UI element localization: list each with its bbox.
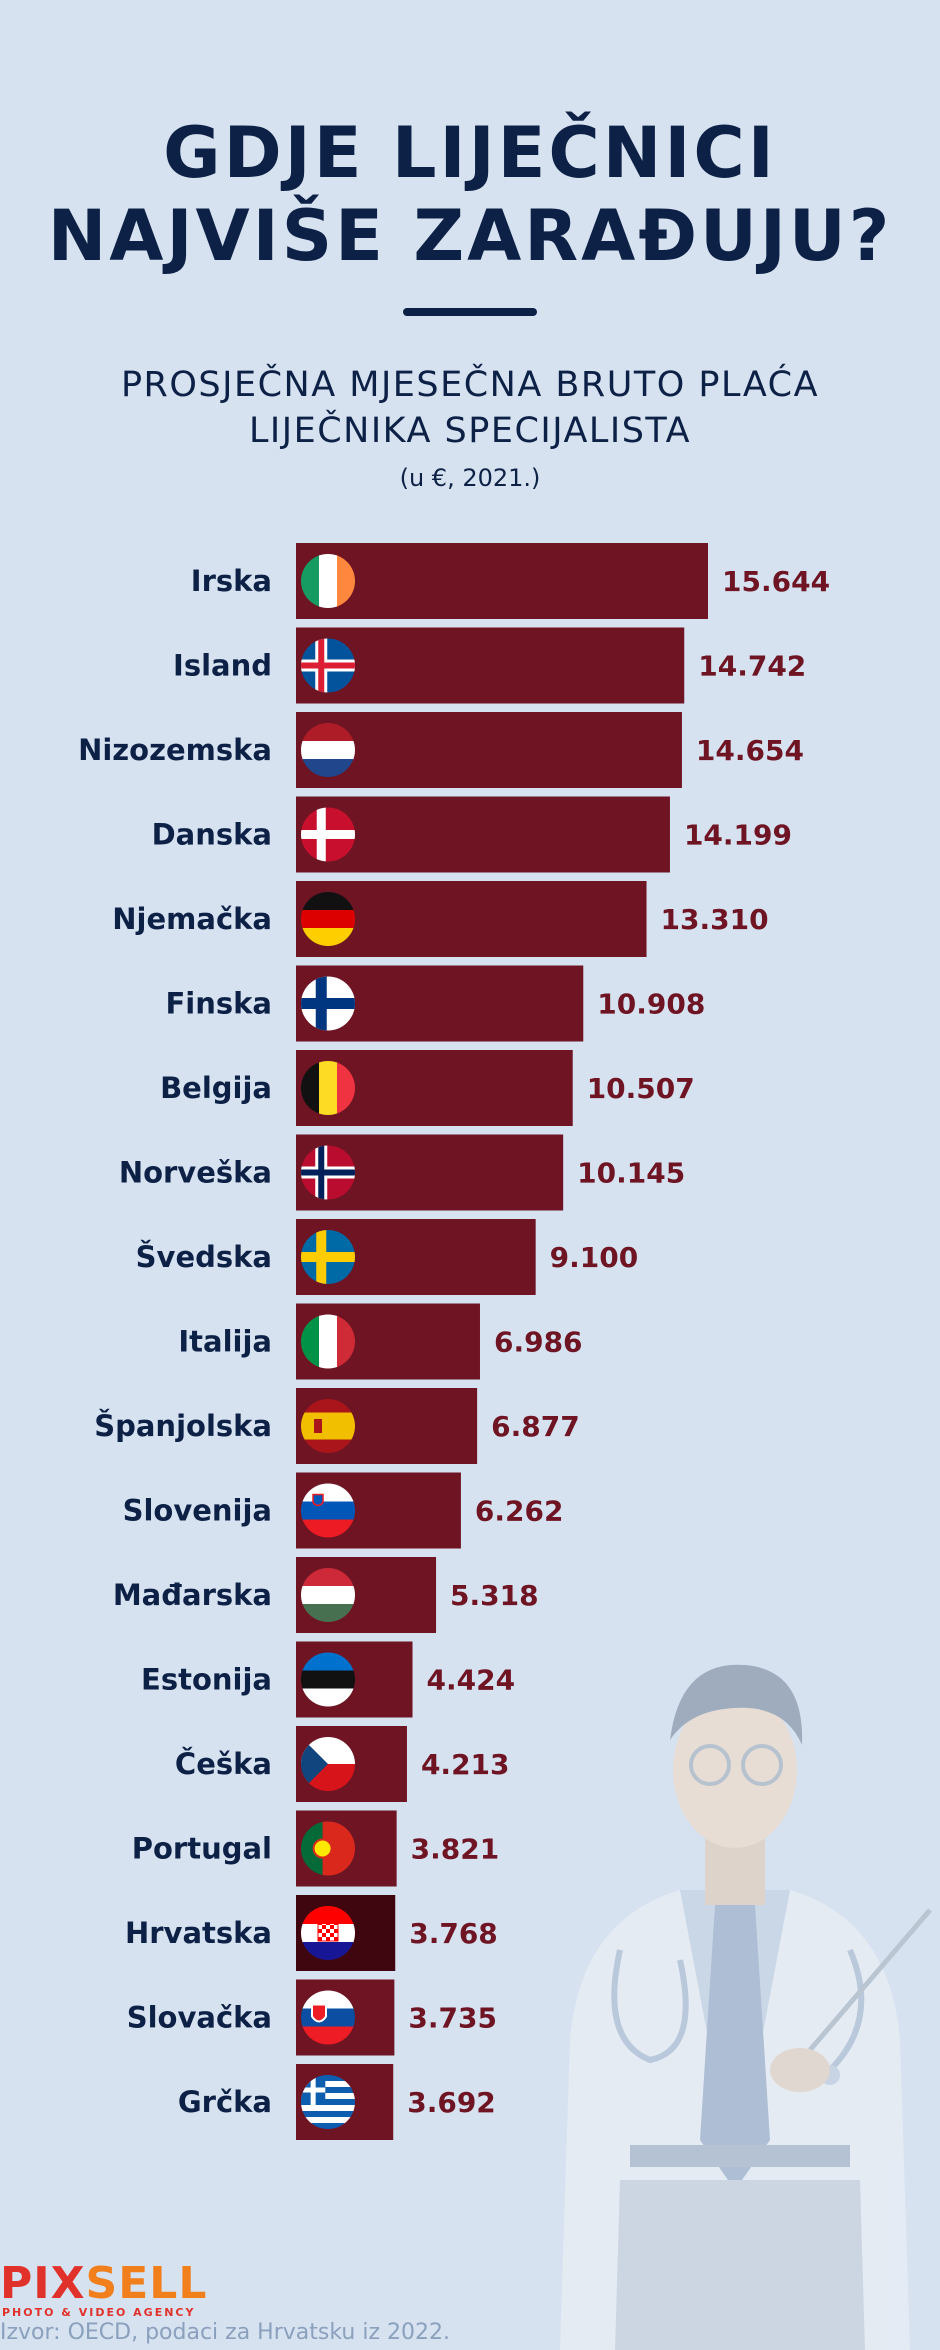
bar-group: Češka 4.213 [175,1726,510,1802]
value-label: 3.768 [409,1917,498,1950]
value-label: 3.735 [408,2002,497,2035]
value-label: 10.908 [597,988,705,1021]
bar [296,627,685,704]
logo-part-sell: SELL [85,2258,208,2309]
chart-subtitle: PROSJEČNA MJESEČNA BRUTO PLAĆA LIJEČNIKA… [0,362,940,454]
title-line-2: NAJVIŠE ZARAĐUJU? [47,195,893,277]
category-label: Slovenija [123,1494,272,1528]
category-label: Italija [178,1325,272,1359]
bar-group: Slovačka 3.735 [127,1979,497,2056]
value-label: 10.145 [577,1157,685,1190]
pixsell-logo: PIXSELL [0,2262,207,2306]
category-label: Irska [191,564,272,598]
bar-group: Grčka 3.692 [178,2064,496,2140]
bar-group: Njemačka 13.310 [112,881,769,957]
category-label: Mađarska [113,1578,272,1612]
value-label: 4.213 [421,1748,510,1781]
logo-tagline: PHOTO & VIDEO AGENCY [2,2306,196,2319]
flag-sweden-icon [301,1230,355,1284]
value-label: 5.318 [450,1579,539,1612]
bar-group: Finska 10.908 [165,965,705,1042]
bar-group: Irska 15.644 [191,543,830,619]
flag-hungary-icon [301,1568,355,1622]
flag-spain-icon [301,1399,355,1453]
category-label: Španjolska [94,1409,272,1443]
category-label: Češka [175,1747,272,1781]
flag-netherlands-icon [301,723,355,777]
flag-norway-icon [301,1145,355,1200]
bar-group: Švedska 9.100 [136,1219,639,1295]
flag-portugal-icon [301,1821,355,1876]
bar-group: Slovenija 6.262 [123,1472,564,1549]
value-label: 14.654 [696,734,804,767]
logo-part-pix: PIX [0,2258,86,2309]
flag-slovenia-icon [301,1483,355,1538]
category-label: Island [173,649,272,683]
flag-germany-icon [301,892,355,946]
subtitle-line-2: LIJEČNIKA SPECIJALISTA [248,411,692,451]
category-label: Švedska [136,1240,272,1274]
category-label: Estonija [141,1663,272,1697]
flag-slovakia-icon [301,1990,355,2045]
flag-belgium-icon [301,1061,355,1115]
category-label: Portugal [132,1832,272,1866]
value-label: 4.424 [427,1664,516,1697]
value-label: 3.692 [407,2086,496,2119]
bar-group: Hrvatska 3.768 [125,1895,498,1971]
category-label: Grčka [178,2085,272,2119]
bar-group: Island 14.742 [173,627,806,704]
bar-group: Nizozemska 14.654 [78,712,804,788]
bar-group: Mađarska 5.318 [113,1557,539,1633]
flag-croatia-icon [301,1906,355,1960]
category-label: Danska [152,818,272,852]
bar [296,712,682,788]
bar-group: Italija 6.986 [178,1303,583,1380]
category-label: Nizozemska [78,733,272,767]
title-line-1: GDJE LIJEČNICI [163,112,777,194]
bar-group: Belgija 10.507 [160,1050,695,1126]
value-label: 13.310 [661,903,769,936]
category-label: Belgija [160,1071,272,1105]
value-label: 14.199 [684,819,792,852]
value-label: 10.507 [587,1072,695,1105]
value-label: 15.644 [722,565,830,598]
units-note: (u €, 2021.) [399,464,541,492]
bar-group: Danska 14.199 [152,796,792,873]
flag-italy-icon [301,1314,355,1369]
value-label: 14.742 [698,650,806,683]
value-label: 6.262 [475,1495,564,1528]
flag-finland-icon [301,976,355,1031]
category-label: Norveška [119,1156,272,1190]
value-label: 6.986 [494,1326,583,1359]
source-note: Izvor: OECD, podaci za Hrvatsku iz 2022. [0,2320,450,2345]
bar [296,543,708,619]
category-label: Finska [165,987,272,1021]
category-label: Hrvatska [125,1916,272,1950]
bar-group: Estonija 4.424 [141,1641,516,1718]
title-divider [403,308,537,316]
value-label: 3.821 [411,1833,500,1866]
value-label: 6.877 [491,1410,580,1443]
bar-group: Norveška 10.145 [119,1134,685,1211]
category-label: Njemačka [112,902,272,936]
value-label: 9.100 [550,1241,639,1274]
bar-group: Portugal 3.821 [132,1810,500,1887]
doctor-illustration [560,1664,932,2350]
flag-ireland-icon [301,554,355,608]
flag-czechia-icon [301,1737,355,1791]
category-label: Slovačka [127,2001,272,2035]
page-title: GDJE LIJEČNICI NAJVIŠE ZARAĐUJU? [0,112,940,278]
bar-group: Španjolska 6.877 [94,1388,580,1464]
subtitle-line-1: PROSJEČNA MJESEČNA BRUTO PLAĆA [120,365,820,405]
flag-estonia-icon [301,1652,355,1707]
bar [296,796,670,873]
flag-denmark-icon [301,807,355,862]
flag-iceland-icon [301,638,355,693]
